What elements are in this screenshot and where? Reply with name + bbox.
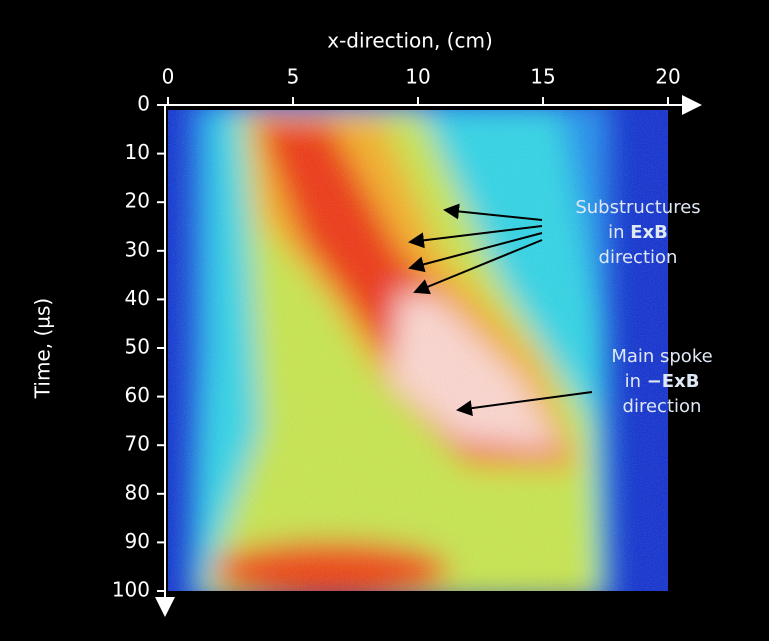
annotation-text: ExB bbox=[630, 222, 668, 243]
annotation-line: Main spoke bbox=[611, 346, 712, 367]
y-tick-label: 40 bbox=[125, 286, 150, 310]
y-tick-label: 20 bbox=[125, 189, 150, 213]
x-tick-label: 10 bbox=[405, 65, 430, 89]
annotation-line: Substructures bbox=[575, 197, 700, 218]
x-tick-label: 15 bbox=[530, 65, 555, 89]
y-tick-label: 70 bbox=[125, 432, 150, 456]
annotation-text: direction bbox=[623, 396, 702, 417]
y-tick-label: 50 bbox=[125, 335, 150, 359]
annotation-text: Main spoke bbox=[611, 346, 712, 367]
annotation-line: direction bbox=[623, 396, 702, 417]
y-tick-label: 90 bbox=[125, 529, 150, 553]
y-tick-label: 100 bbox=[112, 578, 150, 602]
x-axis-title: x-direction, (cm) bbox=[327, 29, 493, 53]
annotation-line: direction bbox=[599, 247, 678, 268]
x-tick-label: 5 bbox=[287, 65, 300, 89]
y-tick-label: 80 bbox=[125, 480, 150, 504]
annotation-text: in bbox=[608, 222, 630, 243]
annotation-arrows bbox=[408, 203, 593, 417]
y-tick-label: 0 bbox=[137, 92, 150, 116]
annotation-text: Substructures bbox=[575, 197, 700, 218]
annotation-line: in ExB bbox=[608, 222, 668, 243]
y-tick-label: 10 bbox=[125, 140, 150, 164]
y-tick-label: 60 bbox=[125, 383, 150, 407]
annotation-text: in bbox=[625, 371, 647, 392]
x-tick-label: 0 bbox=[162, 65, 175, 89]
annotation-line: in −ExB bbox=[625, 371, 700, 392]
heatmap bbox=[168, 110, 668, 591]
annotation-text: −ExB bbox=[647, 371, 700, 392]
annotation-text: direction bbox=[599, 247, 678, 268]
y-axis-title: Time, (µs) bbox=[31, 298, 55, 399]
x-tick-label: 20 bbox=[655, 65, 680, 89]
y-tick-label: 30 bbox=[125, 237, 150, 261]
